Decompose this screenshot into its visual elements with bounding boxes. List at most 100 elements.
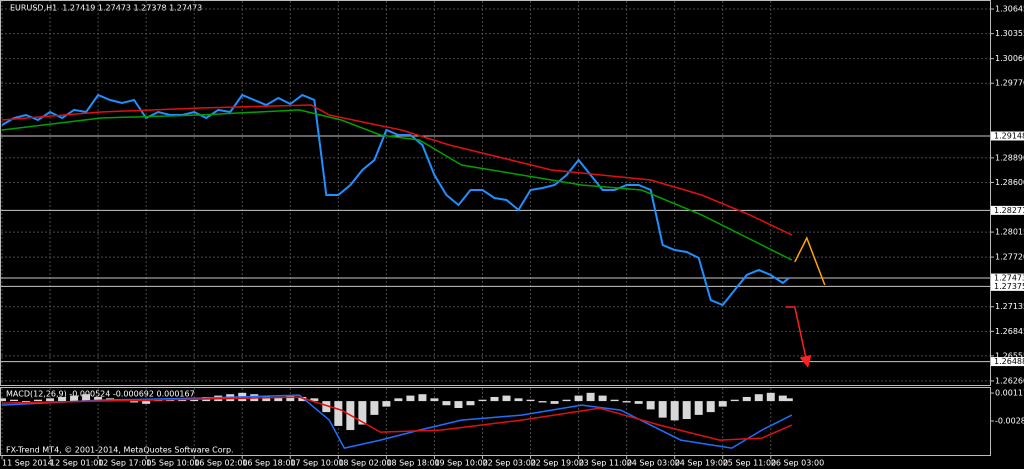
x-tick-label: 18 Sep 02:00: [338, 459, 391, 468]
histogram-bar: [22, 401, 31, 403]
y-tick-label: 1.26845: [995, 327, 1024, 336]
indicator-line: [785, 306, 812, 368]
histogram-bar: [622, 401, 631, 403]
x-tick-label: 16 Sep 02:00: [194, 459, 247, 468]
x-tick-label: 11 Sep 2014: [2, 459, 53, 468]
histogram-bar: [766, 392, 775, 402]
macd-line: [1, 394, 793, 449]
y-tick-label: 1.30645: [995, 5, 1024, 14]
histogram-bar: [34, 399, 43, 402]
x-tick-label: 12 Sep 01:00: [50, 459, 103, 468]
histogram-bar: [142, 401, 151, 404]
price-line: [1, 93, 790, 307]
histogram-bar: [658, 401, 667, 418]
y-tick-label: 1.26260: [995, 376, 1024, 385]
macd-line: [1, 396, 793, 441]
x-tick-label: 22 Sep 19:00: [531, 459, 584, 468]
histogram-bar: [538, 401, 547, 403]
y-tick-label: 1.29770: [995, 79, 1024, 88]
histogram-bar: [754, 394, 763, 402]
histogram-bar: [586, 392, 595, 402]
level-label-box: [991, 131, 1024, 141]
y-tick-label: 1.28890: [995, 153, 1024, 162]
x-tick-label: 22 Sep 03:00: [482, 459, 535, 468]
histogram-bar: [58, 396, 67, 402]
y-tick-label: 1.30060: [995, 54, 1024, 63]
y-tick-label: -0.00289: [995, 417, 1024, 426]
x-tick-label: 24 Sep 19:00: [675, 459, 728, 468]
y-tick-label: 1.30355: [995, 29, 1024, 38]
histogram-bar: [514, 398, 523, 402]
indicator-line: [1, 104, 793, 236]
histogram-bar: [466, 401, 475, 406]
histogram-bar: [706, 401, 715, 413]
histogram-bar: [430, 398, 439, 402]
y-tick-label: 1.28600: [995, 178, 1024, 187]
chart-title: EURUSD,H1 1.27419 1.27473 1.27378 1.2747…: [10, 4, 202, 13]
histogram-bar: [562, 399, 571, 402]
histogram-bar: [502, 395, 511, 402]
level-label: 1.28271: [994, 206, 1024, 215]
histogram-bar: [526, 399, 535, 402]
histogram-bar: [454, 401, 463, 408]
histogram-bar: [742, 396, 751, 402]
histogram-bar: [490, 396, 499, 402]
level-label: 1.29148: [994, 131, 1024, 140]
histogram-bar: [310, 398, 319, 402]
x-tick-label: 24 Sep 03:00: [627, 459, 680, 468]
y-tick-label: 1.28015: [995, 228, 1024, 237]
copyright: FX-Trend MT4, © 2001-2014, MetaQuotes So…: [6, 446, 234, 455]
level-label: 1.27375: [994, 282, 1024, 291]
histogram-bar: [730, 399, 739, 402]
histogram-bar: [46, 398, 55, 402]
histogram-bar: [478, 399, 487, 402]
histogram-bar: [322, 401, 331, 413]
macd-title: MACD(12,26,9) -0.000524 -0.000692 0.0001…: [6, 390, 195, 399]
x-tick-label: 19 Sep 10:00: [434, 459, 487, 468]
histogram-bar: [382, 401, 391, 407]
indicator-line: [794, 236, 826, 286]
histogram-bar: [550, 401, 559, 404]
histogram-bar: [418, 394, 427, 402]
x-tick-label: 25 Sep 11:00: [723, 459, 776, 468]
x-tick-label: 26 Sep 03:00: [771, 459, 824, 468]
level-label: 1.27473: [994, 274, 1024, 283]
histogram-bar: [442, 401, 451, 406]
x-tick-label: 12 Sep 17:00: [98, 459, 151, 468]
histogram-bar: [130, 401, 139, 403]
y-tick-label: 0.00117: [995, 389, 1024, 398]
histogram-bar: [370, 401, 379, 415]
histogram-bar: [574, 395, 583, 402]
x-tick-label: 16 Sep 18:00: [242, 459, 295, 468]
histogram-bar: [0, 398, 6, 402]
histogram-bar: [334, 401, 343, 426]
histogram-bar: [82, 394, 91, 402]
y-tick-label: 1.27720: [995, 253, 1024, 262]
histogram-bar: [394, 398, 403, 402]
histogram-bar: [298, 396, 307, 402]
histogram-bar: [778, 395, 787, 402]
histogram-bar: [670, 401, 679, 421]
histogram-bar: [694, 401, 703, 415]
level-label: 1.26488: [994, 357, 1024, 366]
histogram-bar: [358, 401, 367, 425]
level-label-box: [991, 205, 1024, 215]
x-tick-label: 17 Sep 10:00: [290, 459, 343, 468]
histogram-bar: [598, 395, 607, 402]
histogram-bar: [10, 399, 19, 402]
y-tick-label: 1.27135: [995, 302, 1024, 311]
histogram-bar: [634, 401, 643, 404]
y-tick-label: 1.26555: [995, 351, 1024, 360]
histogram-bar: [646, 401, 655, 410]
histogram-bar: [682, 401, 691, 420]
level-label-box: [991, 281, 1024, 291]
histogram-bar: [178, 399, 187, 402]
x-tick-label: 23 Sep 11:00: [579, 459, 632, 468]
histogram-bar: [718, 401, 727, 407]
indicator-line: [1, 109, 793, 261]
price-panel-frame: [0, 0, 991, 386]
histogram-bar: [94, 396, 103, 402]
level-label-box: [991, 357, 1024, 367]
